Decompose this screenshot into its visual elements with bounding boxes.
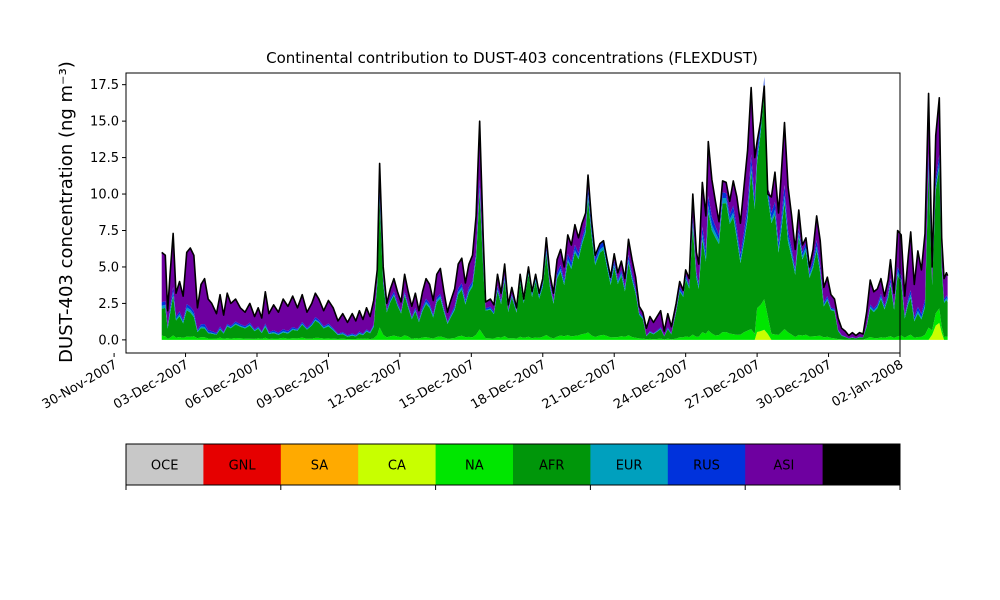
- y-axis: 0.0 2.5 5.0 7.5 10.0 12.5 15.0 17.5: [90, 78, 126, 348]
- y-tick-label: 0.0: [98, 333, 119, 348]
- x-tick-label: 09-Dec-2007: [254, 357, 334, 412]
- y-tick-label: 2.5: [98, 297, 119, 312]
- x-tick-label: 21-Dec-2007: [540, 357, 620, 412]
- legend-label-ca: CA: [388, 459, 406, 474]
- area-asi: [161, 76, 948, 339]
- x-tick-label: 12-Dec-2007: [325, 357, 405, 412]
- legend-swatch-asi: [745, 444, 824, 485]
- x-tick-label: 18-Dec-2007: [468, 357, 548, 412]
- y-tick-label: 5.0: [98, 260, 119, 275]
- plot-frame: [125, 72, 901, 354]
- legend-label-na: NA: [465, 459, 484, 474]
- plot-area-group: [161, 76, 949, 340]
- y-axis-label: DUST-403 concentration (ng m⁻³): [56, 61, 77, 363]
- legend-label-asi: ASI: [773, 459, 794, 474]
- y-tick-label: 10.0: [90, 188, 119, 203]
- x-axis: 30-Nov-200703-Dec-200706-Dec-200709-Dec-…: [40, 353, 906, 413]
- y-tick-label: 17.5: [90, 78, 119, 93]
- x-tick-label: 27-Dec-2007: [683, 357, 763, 412]
- legend-label-oce: OCE: [151, 459, 179, 474]
- x-tick-label: 30-Nov-2007: [40, 357, 120, 412]
- legend-label-rus: RUS: [693, 459, 720, 474]
- x-tick-label: 15-Dec-2007: [397, 357, 477, 412]
- legend-swatch-rus: [667, 444, 746, 485]
- chart-title: Continental contribution to DUST-403 con…: [266, 49, 758, 67]
- legend-swatch-na: [435, 444, 514, 485]
- y-tick-label: 7.5: [98, 224, 119, 239]
- x-tick-label: 24-Dec-2007: [611, 357, 691, 412]
- area-rus: [161, 76, 948, 339]
- x-tick-label: 02-Jan-2008: [829, 357, 906, 410]
- y-tick-label: 15.0: [90, 115, 119, 130]
- legend-swatch-oce: [126, 444, 204, 485]
- legend-frame: [125, 443, 901, 486]
- legend-label-sa: SA: [311, 459, 328, 474]
- y-tick-label: 12.5: [90, 151, 119, 166]
- area-afr: [161, 91, 948, 340]
- x-tick-label: 30-Dec-2007: [754, 357, 834, 412]
- legend-swatch-afr: [513, 444, 591, 485]
- legend-swatch-gnl: [203, 444, 282, 485]
- legend-label-eur: EUR: [616, 459, 643, 474]
- legend-label-afr: AFR: [539, 459, 564, 474]
- legend-swatch-eur: [590, 444, 669, 485]
- legend-swatch-aus: [822, 444, 901, 485]
- area-eur: [161, 85, 948, 339]
- x-tick-label: 03-Dec-2007: [111, 357, 191, 412]
- legend-label-aus: AUS: [848, 459, 875, 474]
- area-na: [161, 299, 948, 340]
- legend-colorbar: OCE GNL SA CA NA AFR EUR RUS ASI AUS: [125, 443, 901, 490]
- x-tick-label: 06-Dec-2007: [183, 357, 263, 412]
- legend-swatch-ca: [358, 444, 437, 485]
- legend-label-gnl: GNL: [229, 459, 257, 474]
- total-concentration-line: [161, 85, 949, 337]
- legend-swatch-sa: [280, 444, 359, 485]
